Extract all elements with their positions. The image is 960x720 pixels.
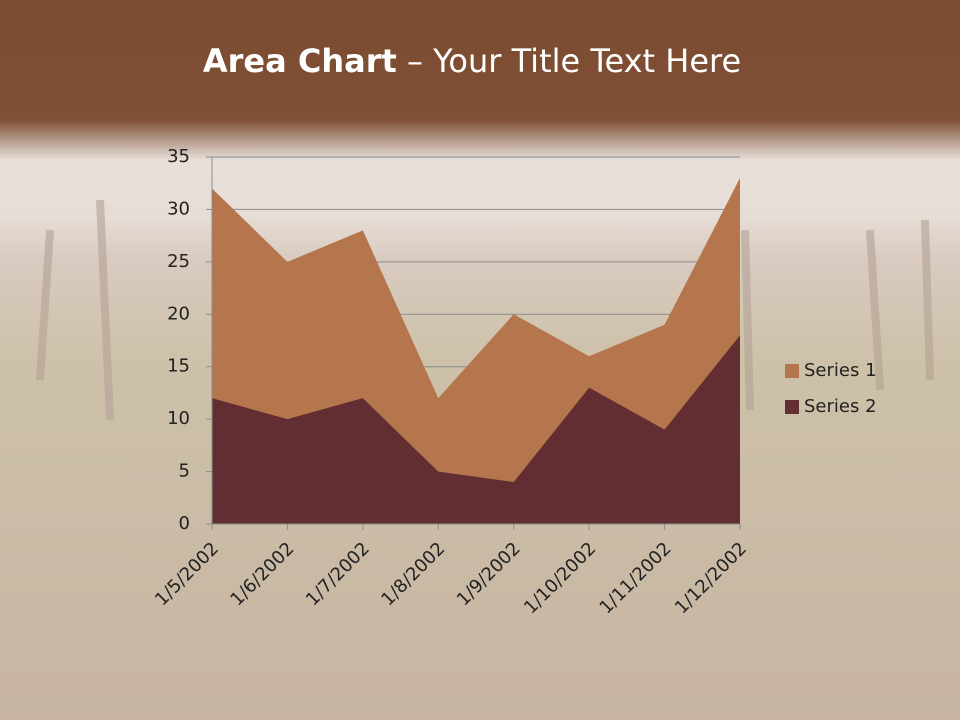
chart-title: Area Chart – Your Title Text Here (203, 42, 741, 80)
legend-label: Series 2 (804, 396, 877, 417)
title-bold: Area Chart (203, 42, 397, 80)
legend-label: Series 1 (804, 360, 877, 381)
y-tick-label: 30 (167, 198, 190, 219)
trees (36, 199, 934, 421)
area (212, 335, 740, 524)
y-tick-label: 0 (179, 513, 190, 534)
header-band (0, 0, 960, 160)
legend-swatch (785, 364, 799, 378)
y-tick-label: 10 (167, 408, 190, 429)
y-tick-label: 5 (179, 461, 190, 482)
title-rest: – Your Title Text Here (407, 42, 741, 80)
y-tick-label: 20 (167, 303, 190, 324)
legend-swatch (785, 400, 799, 414)
y-tick-label: 15 (167, 356, 190, 377)
y-tick-label: 25 (167, 251, 190, 272)
y-tick-label: 35 (167, 146, 190, 167)
